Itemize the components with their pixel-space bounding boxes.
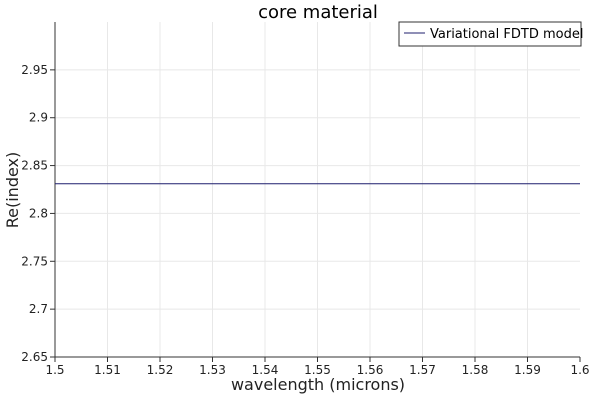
x-axis-label: wavelength (microns): [231, 375, 405, 394]
x-tick-label: 1.53: [199, 363, 226, 377]
x-tick-label: 1.54: [252, 363, 279, 377]
x-tick-label: 1.52: [147, 363, 174, 377]
legend: Variational FDTD model: [398, 21, 583, 47]
y-tick-label: 2.8: [29, 206, 48, 220]
axes: [50, 22, 581, 362]
y-tick-label: 2.65: [21, 350, 48, 364]
chart-title: core material: [258, 2, 378, 23]
legend-box: [398, 21, 582, 47]
y-tick-label: 2.7: [29, 302, 48, 316]
x-tick-label: 1.57: [409, 363, 436, 377]
x-tick-label: 1.58: [462, 363, 489, 377]
x-tick-label: 1.55: [304, 363, 331, 377]
y-axis-label: Re(index): [3, 152, 22, 229]
grid: [55, 22, 580, 357]
x-tick-label: 1.5: [45, 363, 64, 377]
tick-labels: 1.5 1.51 1.52 1.53 1.54 1.55 1.56 1.57 1.58 1.59 1…: [21, 63, 589, 377]
x-tick-label: 1.56: [357, 363, 384, 377]
y-tick-label: 2.75: [21, 254, 48, 268]
x-tick-label: 1.59: [514, 363, 541, 377]
x-tick-label: 1.51: [94, 363, 121, 377]
y-tick-label: 2.95: [21, 63, 48, 77]
y-tick-label: 2.85: [21, 159, 48, 173]
legend-label: Variational FDTD model: [430, 27, 583, 42]
y-tick-label: 2.9: [29, 111, 48, 125]
x-tick-label: 1.6: [570, 363, 589, 377]
